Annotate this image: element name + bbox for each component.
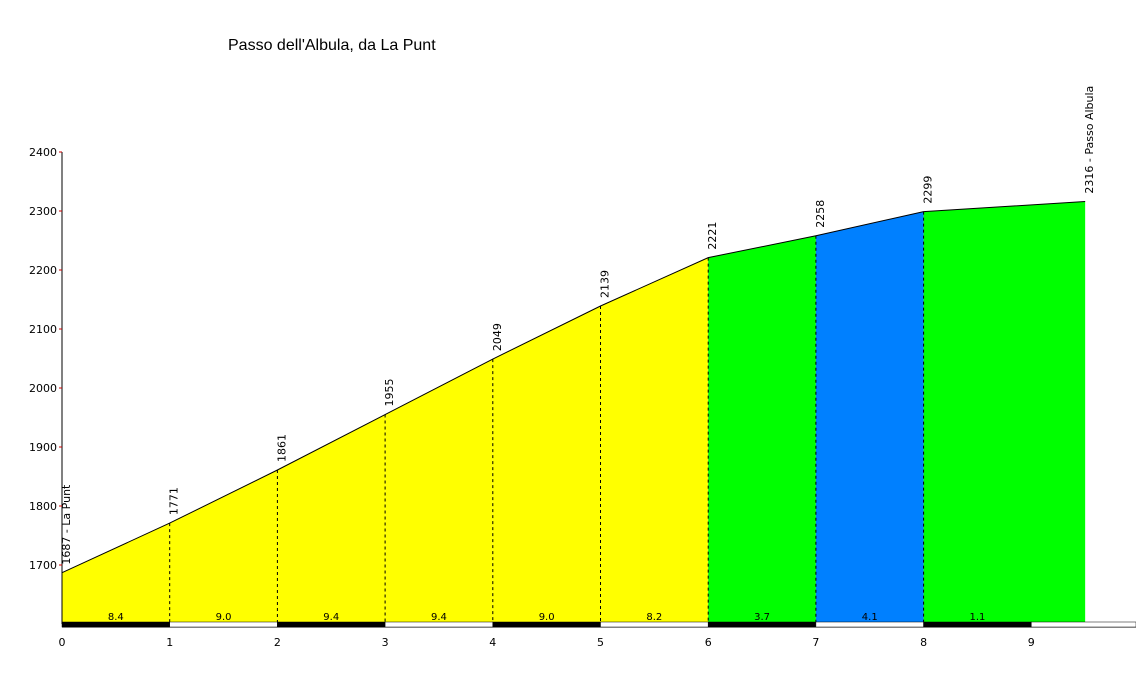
- segment-fill-7: [815, 211, 924, 624]
- segment-fill-8: [923, 201, 1086, 624]
- y-tick-label: 2300: [29, 205, 57, 218]
- gradient-label-1: 9.0: [216, 612, 232, 623]
- elevation-label-6: 2221: [706, 222, 719, 250]
- gradient-label-5: 8.2: [646, 612, 662, 623]
- segments-layer: [62, 201, 1086, 624]
- gradient-label-2: 9.4: [323, 612, 339, 623]
- chart-title: Passo dell'Albula, da La Punt: [228, 37, 436, 54]
- elevation-label-0: 1687 - La Punt: [60, 484, 73, 565]
- y-tick-label: 1900: [29, 441, 57, 454]
- elevation-label-9: 2316 - Passo Albula: [1083, 86, 1096, 194]
- x-tick-label: 7: [812, 636, 819, 649]
- labels-layer: 8.4 9.0 9.4 9.4 9.0 8.2 3.7 4.1 1.1 1687 - La Pun…: [60, 86, 1096, 623]
- distance-bar-layer: [61, 621, 1136, 628]
- y-tick-label: 1700: [29, 559, 57, 572]
- y-tick-label: 2100: [29, 323, 57, 336]
- gradient-label-0: 8.4: [108, 612, 124, 623]
- y-tick-label: 2200: [29, 264, 57, 277]
- segment-fill-1: [169, 470, 278, 624]
- y-tick-label: 1800: [29, 500, 57, 513]
- x-tick-label: 5: [597, 636, 604, 649]
- y-tick-label: 2400: [29, 146, 57, 159]
- segment-fill-0: [62, 523, 170, 624]
- x-tick-label: 2: [274, 636, 281, 649]
- y-tick-label: 2000: [29, 382, 57, 395]
- elevation-label-1: 1771: [168, 487, 181, 515]
- x-tick-label: 8: [920, 636, 927, 649]
- x-tick-label: 6: [705, 636, 712, 649]
- gradient-label-6: 3.7: [754, 612, 770, 623]
- segment-fill-5: [600, 257, 709, 624]
- segment-fill-4: [492, 305, 601, 624]
- segment-fill-6: [708, 235, 816, 624]
- segment-fill-3: [385, 359, 493, 624]
- x-tick-label: 3: [382, 636, 389, 649]
- gradient-label-3: 9.4: [431, 612, 447, 623]
- dividers-layer: [169, 211, 925, 624]
- segment-fill-2: [277, 414, 386, 624]
- elevation-label-4: 2049: [491, 323, 504, 351]
- x-tick-label: 9: [1028, 636, 1035, 649]
- profile-line: [61, 201, 1086, 574]
- elevation-label-2: 1861: [275, 434, 288, 462]
- elevation-label-8: 2299: [922, 176, 935, 204]
- gradient-label-7: 4.1: [862, 612, 878, 623]
- elevation-label-7: 2258: [814, 200, 827, 228]
- x-tick-label: 1: [166, 636, 173, 649]
- x-tick-label: 0: [59, 636, 66, 649]
- elevation-label-5: 2139: [599, 270, 612, 298]
- elevation-label-3: 1955: [383, 379, 396, 407]
- gradient-label-8: 1.1: [969, 612, 985, 623]
- profile-line-layer: [61, 201, 1086, 574]
- gradient-label-4: 9.0: [539, 612, 555, 623]
- distance-bar-segment: [1031, 621, 1136, 628]
- x-tick-label: 4: [489, 636, 496, 649]
